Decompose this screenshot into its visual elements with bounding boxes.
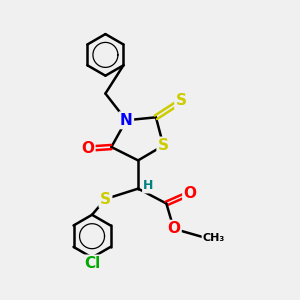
Text: N: N [120,113,133,128]
Text: S: S [158,138,169,153]
Text: S: S [176,94,187,109]
Text: O: O [167,221,180,236]
Text: O: O [184,186,196,201]
Text: S: S [100,191,111,206]
Text: Cl: Cl [84,256,100,271]
Text: H: H [143,179,154,192]
Text: O: O [81,141,94,156]
Text: CH₃: CH₃ [203,233,225,243]
